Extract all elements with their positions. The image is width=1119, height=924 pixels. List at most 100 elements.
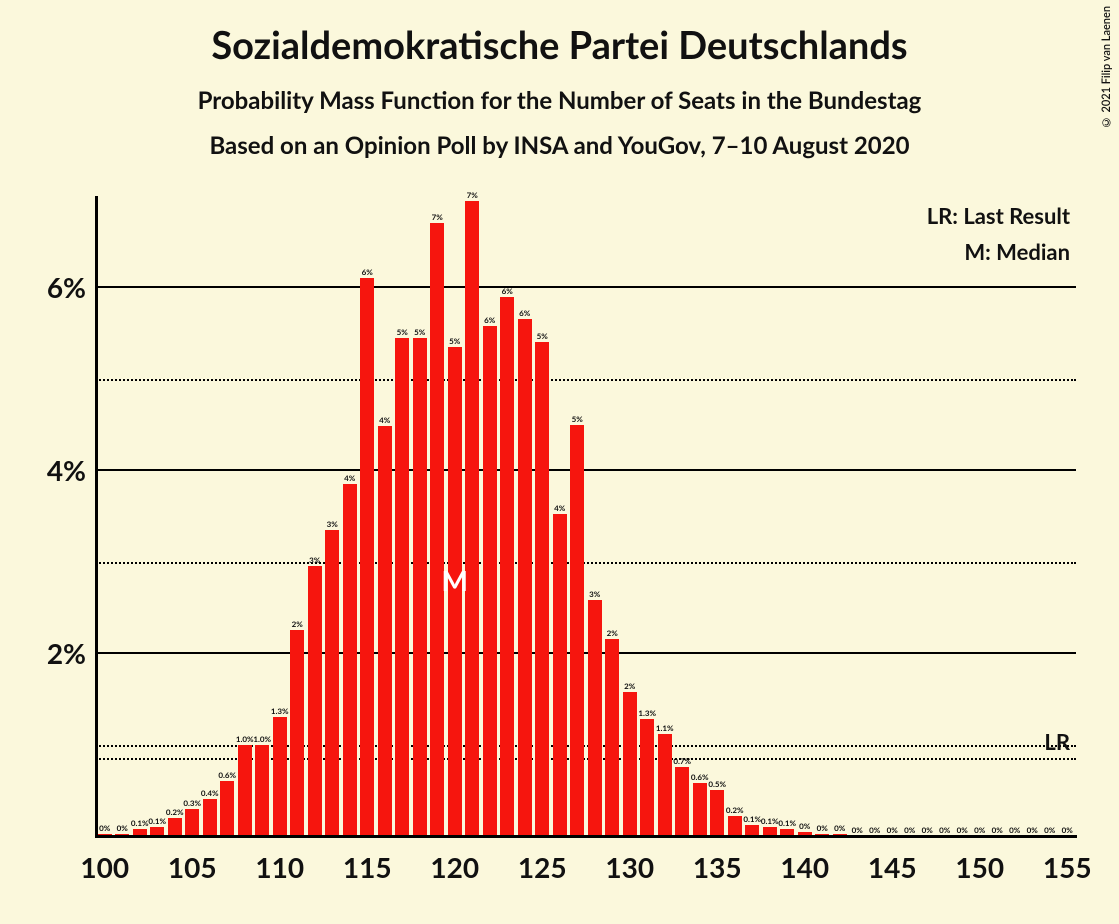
bar-value-label: 4% <box>344 473 355 484</box>
bar-value-label: 0% <box>99 823 110 834</box>
gridline-minor <box>96 562 1076 564</box>
y-axis-label: 6% <box>47 270 96 304</box>
bar: 5% <box>535 342 549 836</box>
bar: 0.5% <box>710 790 724 836</box>
x-axis <box>95 835 1077 838</box>
bar: 4% <box>343 484 357 836</box>
x-axis-label: 125 <box>518 836 567 884</box>
bar: 1.3% <box>273 717 287 836</box>
bar-value-label: 0.1% <box>761 816 779 827</box>
lr-line-label: LR <box>1044 728 1070 755</box>
bar: 0.6% <box>693 783 707 836</box>
bar: 6% <box>518 319 532 836</box>
bar-value-label: 2% <box>292 619 303 630</box>
bar-value-label: 5% <box>537 331 548 342</box>
copyright-text: © 2021 Filip van Laenen <box>1100 6 1113 128</box>
bar-value-label: 5% <box>397 327 408 338</box>
x-axis-label: 150 <box>955 836 1004 884</box>
bar-value-label: 0.7% <box>673 756 691 767</box>
bar: 7% <box>430 223 444 836</box>
legend-median: M: Median <box>964 238 1070 265</box>
bar-value-label: 0.1% <box>148 816 166 827</box>
bar-value-label: 1.3% <box>271 706 289 717</box>
bar: 3% <box>588 600 602 836</box>
bar: 4% <box>553 514 567 836</box>
x-axis-label: 135 <box>693 836 742 884</box>
chart-subtitle-2: Based on an Opinion Poll by INSA and You… <box>0 115 1119 160</box>
bar: 0.7% <box>675 767 689 836</box>
bar-value-label: 7% <box>432 212 443 223</box>
bar-value-label: 5% <box>414 327 425 338</box>
bar: 0.2% <box>728 816 742 836</box>
bar-value-label: 1.0% <box>236 734 254 745</box>
bar-value-label: 3% <box>589 589 600 600</box>
x-axis-label: 100 <box>80 836 129 884</box>
bar: 2% <box>623 692 637 836</box>
bar-value-label: 0.1% <box>778 818 796 829</box>
x-axis-label: 120 <box>430 836 479 884</box>
gridline-major <box>96 469 1076 471</box>
bar-value-label: 1.0% <box>253 734 271 745</box>
gridline-major <box>96 286 1076 288</box>
bar: 4% <box>378 426 392 836</box>
y-axis <box>95 196 98 836</box>
bar: 5% <box>395 338 409 836</box>
bar-value-label: 0% <box>799 821 810 832</box>
bar-value-label: 5% <box>572 414 583 425</box>
bar: 6% <box>483 326 497 836</box>
bar: 0.6% <box>220 781 234 836</box>
chart-plot-area: 2%4%6%LR0%0%0.1%0.1%0.2%0.3%0.4%0.6%1.0%… <box>96 196 1076 836</box>
bar: 1.3% <box>640 719 654 836</box>
legend-last-result: LR: Last Result <box>927 202 1070 229</box>
bar-value-label: 0.3% <box>183 798 201 809</box>
x-axis-label: 110 <box>255 836 304 884</box>
bar-value-label: 2% <box>624 681 635 692</box>
bar-value-label: 4% <box>554 503 565 514</box>
bar: 1.0% <box>238 745 252 836</box>
gridline-minor <box>96 379 1076 381</box>
chart-title: Sozialdemokratische Partei Deutschlands <box>0 0 1119 68</box>
bar: 0.3% <box>185 809 199 836</box>
bar-value-label: 0.6% <box>691 772 709 783</box>
bar-value-label: 5% <box>449 336 460 347</box>
bar-value-label: 3% <box>309 555 320 566</box>
bar-value-label: 6% <box>502 286 513 297</box>
bar: 0.4% <box>203 799 217 836</box>
y-axis-label: 2% <box>47 636 96 670</box>
bar-value-label: 3% <box>327 519 338 530</box>
bar: 1.1% <box>658 734 672 836</box>
bar-value-label: 6% <box>484 315 495 326</box>
bar-value-label: 0% <box>117 823 128 834</box>
x-axis-label: 115 <box>343 836 392 884</box>
x-axis-label: 145 <box>868 836 917 884</box>
bar: 6% <box>360 278 374 836</box>
gridline-major <box>96 652 1076 654</box>
bar-value-label: 0.4% <box>201 788 219 799</box>
bar: 6% <box>500 297 514 836</box>
bar: 7% <box>465 201 479 836</box>
bar-value-label: 0.2% <box>726 805 744 816</box>
bar-value-label: 0.5% <box>708 779 726 790</box>
bar-value-label: 4% <box>379 415 390 426</box>
bar: 2% <box>605 639 619 836</box>
bar: 5% <box>413 338 427 836</box>
bar: 3% <box>325 530 339 836</box>
bar-value-label: 0% <box>817 823 828 834</box>
bar-value-label: 7% <box>467 190 478 201</box>
bar-value-label: 6% <box>519 308 530 319</box>
x-axis-label: 155 <box>1043 836 1092 884</box>
bar-value-label: 0.1% <box>743 814 761 825</box>
bar-value-label: 1.3% <box>638 708 656 719</box>
bar-value-label: 6% <box>362 267 373 278</box>
bar-value-label: 1.1% <box>656 723 674 734</box>
bar-value-label: 0.2% <box>166 807 184 818</box>
x-axis-label: 140 <box>780 836 829 884</box>
bar: 5% <box>570 425 584 836</box>
median-label: M <box>442 563 468 597</box>
x-axis-label: 105 <box>168 836 217 884</box>
bar: 0.2% <box>168 818 182 836</box>
chart-subtitle-1: Probability Mass Function for the Number… <box>0 68 1119 115</box>
bar-value-label: 0.1% <box>131 818 149 829</box>
bar-value-label: 0.6% <box>218 770 236 781</box>
bar-value-label: 0% <box>834 823 845 834</box>
